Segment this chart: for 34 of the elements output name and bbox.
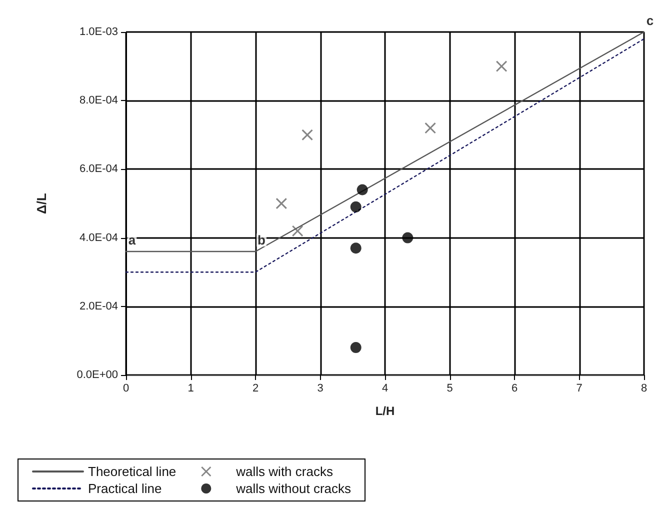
- y-tick-label: 4.0E-04: [79, 232, 118, 244]
- point: [350, 242, 362, 254]
- annotation: c: [646, 13, 654, 28]
- y-tick-label: 6.0E-04: [79, 163, 118, 176]
- x-tick-label: 6: [511, 382, 518, 394]
- point: [292, 225, 304, 236]
- annotation: b: [258, 232, 266, 248]
- point: [496, 60, 508, 72]
- point: [276, 198, 287, 209]
- y-axis-title: Δ/L: [34, 193, 49, 214]
- point: [350, 342, 362, 354]
- x-tick-label: 3: [317, 382, 324, 394]
- annotation: a: [128, 232, 136, 248]
- legend-label: walls without cracks: [235, 481, 352, 496]
- x-tick-label: 4: [382, 382, 388, 394]
- x-tick-label: 0: [122, 382, 130, 394]
- legend-label: walls with cracks: [235, 464, 334, 479]
- legend-label: Theoretical line: [88, 464, 176, 479]
- point: [350, 201, 362, 212]
- point: [356, 184, 368, 196]
- y-tick-label: 0.0E+00: [76, 369, 118, 381]
- y-tick-label: 1.0E-03: [79, 26, 118, 38]
- x-tick-label: 5: [446, 382, 453, 394]
- y-tick-label: 2.0E-04: [79, 300, 118, 312]
- legend-label: Practical line: [88, 481, 162, 496]
- x-tick-label: 2: [252, 382, 259, 394]
- x-axis-title: L/H: [375, 404, 395, 418]
- point: [424, 122, 436, 134]
- point: [302, 129, 313, 140]
- point: [402, 232, 414, 244]
- x-tick-label: 1: [188, 382, 194, 394]
- x-tick-label: 7: [576, 382, 582, 394]
- x-tick-label: 8: [640, 382, 648, 394]
- y-tick-label: 8.0E-04: [79, 94, 118, 107]
